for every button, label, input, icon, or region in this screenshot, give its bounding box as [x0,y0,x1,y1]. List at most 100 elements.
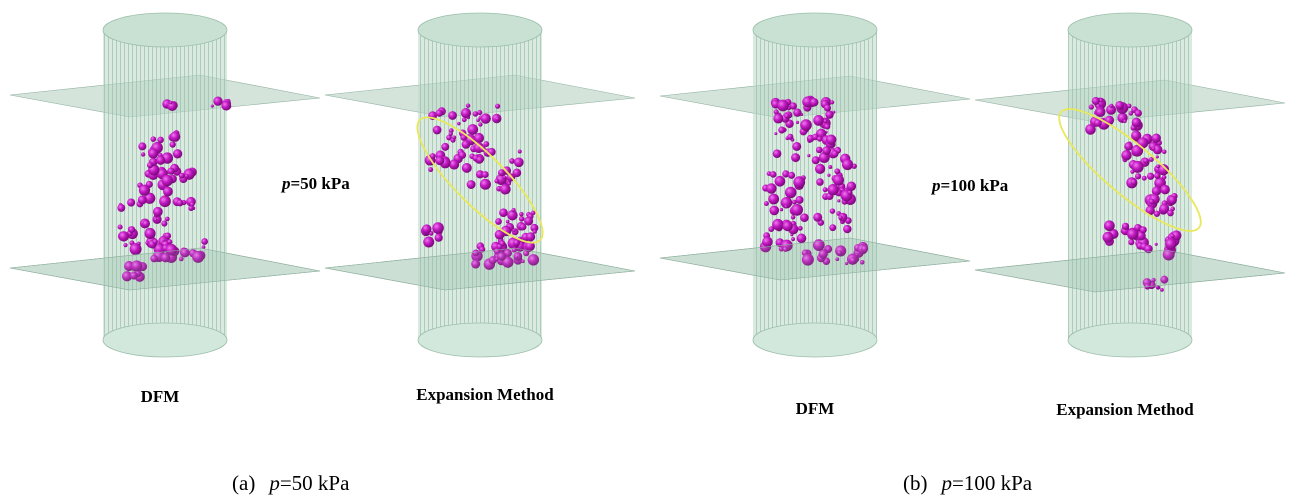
particle [780,208,783,211]
particle [165,217,170,222]
pressure-label: p=100 kPa [930,176,1009,195]
particle [201,238,208,245]
particle [436,110,443,117]
particle [816,147,823,154]
particle [777,100,789,112]
particle [1099,99,1103,103]
symbol: p [930,176,941,195]
particle [770,171,777,178]
particle [128,226,135,233]
particle [518,150,522,154]
particle [499,208,508,217]
particle [495,218,502,225]
particle [796,121,799,124]
particle [211,104,214,107]
particle [435,156,444,165]
particle [154,218,157,221]
particle [432,222,443,233]
particle [473,111,478,116]
cylinder-bottom [753,323,877,357]
symbol: p [940,471,953,495]
particle [118,224,123,229]
particle [791,215,796,220]
particle [119,231,129,241]
particle [163,187,173,197]
particle [1156,164,1160,168]
particle [507,182,511,186]
particle [816,178,823,185]
particle [185,174,189,178]
particle [822,146,831,155]
value: =50 kPa [280,471,350,495]
particle [495,104,500,109]
particle [423,237,434,248]
particle [823,119,827,123]
particle [807,154,810,157]
particle [452,136,456,140]
cylinder-bottom [103,323,227,357]
particle [1149,199,1155,205]
particle [824,124,830,130]
particle [1140,226,1147,233]
particle [449,159,459,169]
particle [775,176,786,187]
particle [466,103,470,107]
particle [188,206,193,211]
particle [764,201,769,206]
figure: DFM Expansion Method DFM Expansion Metho… [0,0,1303,499]
particle [435,234,443,242]
particle [513,169,522,178]
particle [838,215,842,219]
particle [1160,185,1170,195]
particle [830,208,836,214]
particle [773,114,783,124]
particle [1129,111,1133,115]
particle [834,168,840,174]
particle [791,237,795,241]
particle [458,151,466,159]
particle [1096,108,1105,117]
particle [519,223,526,230]
particle [148,148,158,158]
particle [512,208,516,212]
particle [478,122,482,126]
particle [184,169,195,180]
particle [800,213,809,222]
particle [526,232,535,241]
plane [975,250,1285,292]
particle [813,213,822,222]
particle [837,149,841,153]
particle [179,173,185,179]
method-label: Expansion Method [416,385,554,404]
particle [127,198,135,206]
particle [467,180,476,189]
cylinder-bottom [418,323,542,357]
particle [1131,179,1137,185]
method-label: DFM [796,399,835,418]
particle [164,233,171,240]
particle [1127,228,1138,239]
particle [462,140,471,149]
cylinder-top [753,13,877,47]
particle [828,184,839,195]
particle [428,167,433,172]
particle [812,156,820,164]
value: =50 kPa [291,174,351,193]
particle [123,243,127,247]
particle [828,165,832,169]
particle [823,187,828,192]
particle [157,137,164,144]
particle [797,234,807,244]
particle [1135,173,1141,179]
labels: DFM Expansion Method DFM Expansion Metho… [141,174,1195,419]
particle [791,204,803,216]
particle [449,132,453,136]
particle [1155,243,1158,246]
particle [799,227,802,230]
particle [1154,173,1160,179]
particle [153,239,158,244]
particle [1162,175,1167,180]
particle [462,163,472,173]
particle [482,171,489,178]
particle [784,113,789,118]
